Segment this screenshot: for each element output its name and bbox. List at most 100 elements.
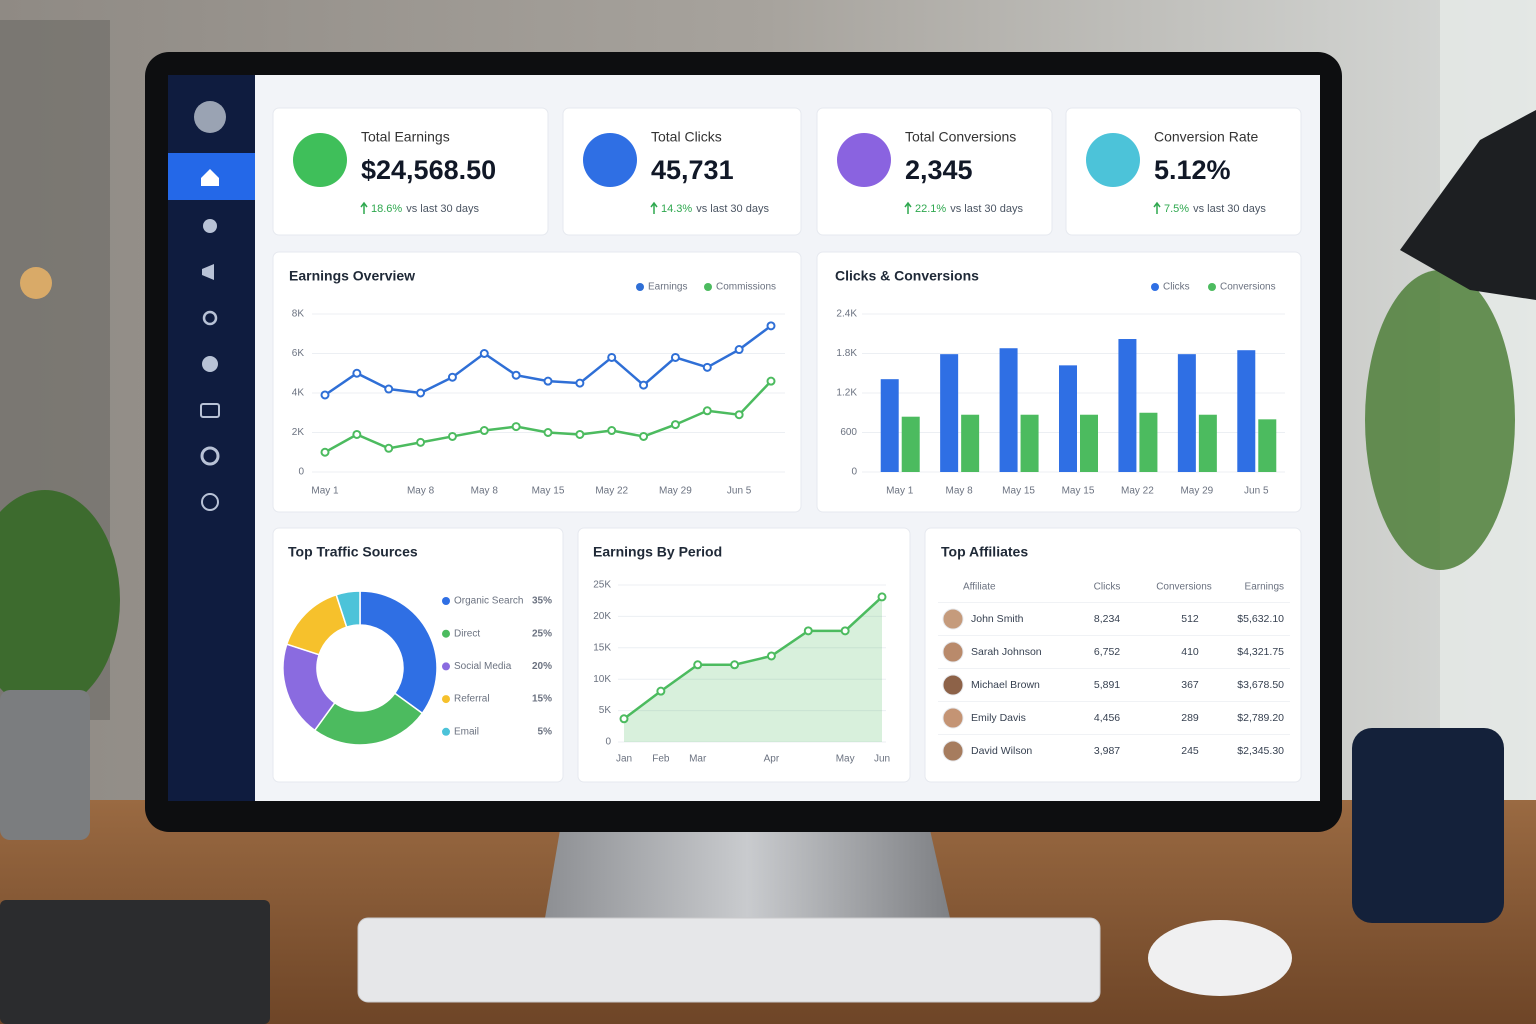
data-point <box>670 352 680 362</box>
value-label: 25% <box>532 628 552 639</box>
table-cell: 3,987 <box>1094 745 1120 757</box>
y-tick-label: 1.8K <box>836 348 857 359</box>
donut-segment[interactable] <box>335 590 361 629</box>
bar[interactable] <box>961 414 980 472</box>
bar[interactable] <box>1258 419 1277 472</box>
bar[interactable] <box>1237 350 1256 472</box>
table-panel <box>924 527 1302 783</box>
bar[interactable] <box>880 379 899 472</box>
nav-settings-icon[interactable] <box>200 446 220 466</box>
table-cell: John Smith <box>971 613 1024 625</box>
legend-label[interactable]: Clicks <box>1163 282 1190 293</box>
x-tick-label: May 15 <box>1002 486 1035 497</box>
legend-label[interactable]: Conversions <box>1220 282 1276 293</box>
bar[interactable] <box>940 354 959 472</box>
bar[interactable] <box>901 416 920 472</box>
data-point <box>447 431 457 441</box>
data-point <box>734 410 744 420</box>
data-point <box>416 437 426 447</box>
bar[interactable] <box>999 348 1018 472</box>
data-point <box>734 345 744 355</box>
legend-swatch <box>1151 283 1159 291</box>
legend-swatch <box>442 662 450 671</box>
y-tick-label: 25K <box>593 580 611 591</box>
legend-label[interactable]: Earnings <box>648 282 687 293</box>
x-tick-label: Jan <box>616 754 632 765</box>
x-tick-label: May 8 <box>946 486 974 497</box>
kpi-value: 5.12% <box>1154 155 1231 185</box>
bar[interactable] <box>1059 365 1077 472</box>
bar[interactable] <box>1118 339 1137 472</box>
data-point <box>511 370 521 380</box>
keyboard[interactable] <box>357 917 1101 1003</box>
value-label: 5% <box>538 726 553 737</box>
nav-help-icon[interactable] <box>201 493 219 511</box>
up-arrow <box>1153 201 1161 214</box>
kpi-icon <box>583 133 637 187</box>
affiliate-avatar <box>942 608 964 630</box>
data-point <box>656 686 666 696</box>
table-cell: 289 <box>1181 712 1199 724</box>
table-cell: 6,752 <box>1094 646 1120 658</box>
kpi-label: Total Clicks <box>651 129 722 145</box>
legend-swatch <box>442 695 450 704</box>
data-point <box>352 429 362 439</box>
kpi-card <box>272 107 549 236</box>
data-point <box>607 426 617 436</box>
kpi-change-line: 7.5% vs last 30 days <box>1164 203 1266 215</box>
bar[interactable] <box>1020 414 1039 472</box>
user-avatar[interactable] <box>194 101 226 133</box>
lamp <box>1400 110 1536 300</box>
data-point <box>447 372 457 382</box>
x-tick-label: May 1 <box>311 486 339 497</box>
legend-label[interactable]: Commissions <box>716 282 776 293</box>
nav-payments-icon[interactable] <box>200 403 220 418</box>
y-tick-label: 10K <box>593 674 611 685</box>
nav-campaign-icon[interactable] <box>202 264 214 280</box>
data-point <box>619 714 629 724</box>
shelf-light <box>20 267 52 299</box>
data-point <box>639 431 649 441</box>
affiliate-avatar <box>942 674 964 696</box>
table-cell: Sarah Johnson <box>971 646 1042 658</box>
x-tick-label: May 29 <box>1180 486 1213 497</box>
nav-links-icon[interactable] <box>202 310 218 326</box>
kpi-change: 7.5% <box>1164 203 1189 215</box>
up-arrow <box>360 201 368 214</box>
table-cell: $4,321.75 <box>1237 646 1284 658</box>
chart-title: Clicks & Conversions <box>835 268 979 284</box>
data-point <box>840 626 850 636</box>
nav-reports-icon[interactable] <box>202 356 218 372</box>
home-icon[interactable] <box>201 169 219 186</box>
kpi-label: Total Earnings <box>361 129 450 145</box>
up-arrow <box>904 201 912 214</box>
bar[interactable] <box>1080 414 1098 472</box>
data-point <box>320 390 330 400</box>
table-cell: 8,234 <box>1094 613 1120 625</box>
bar[interactable] <box>1139 412 1158 472</box>
area-line <box>623 596 883 720</box>
data-point <box>803 626 813 636</box>
chart-title: Top Traffic Sources <box>288 544 418 560</box>
plant <box>0 490 120 710</box>
bar[interactable] <box>1198 414 1217 472</box>
legend-swatch <box>442 727 450 736</box>
table-header: Earnings <box>1245 582 1284 593</box>
kpi-change-line: 22.1% vs last 30 days <box>915 203 1023 215</box>
table-cell: David Wilson <box>971 745 1032 757</box>
data-point <box>639 380 649 390</box>
affiliate-avatar <box>942 641 964 663</box>
data-point <box>575 378 585 388</box>
legend-swatch <box>442 629 450 638</box>
x-tick-label: May 15 <box>532 486 565 497</box>
bar[interactable] <box>1177 354 1196 472</box>
mouse[interactable] <box>1148 920 1292 996</box>
y-tick-label: 15K <box>593 642 611 653</box>
value-label: 35% <box>532 596 552 607</box>
table-cell: Michael Brown <box>971 679 1040 691</box>
nav-users-icon[interactable] <box>203 219 217 233</box>
y-tick-label: 6K <box>292 348 305 359</box>
donut-segment[interactable] <box>359 590 438 715</box>
data-point <box>670 420 680 430</box>
